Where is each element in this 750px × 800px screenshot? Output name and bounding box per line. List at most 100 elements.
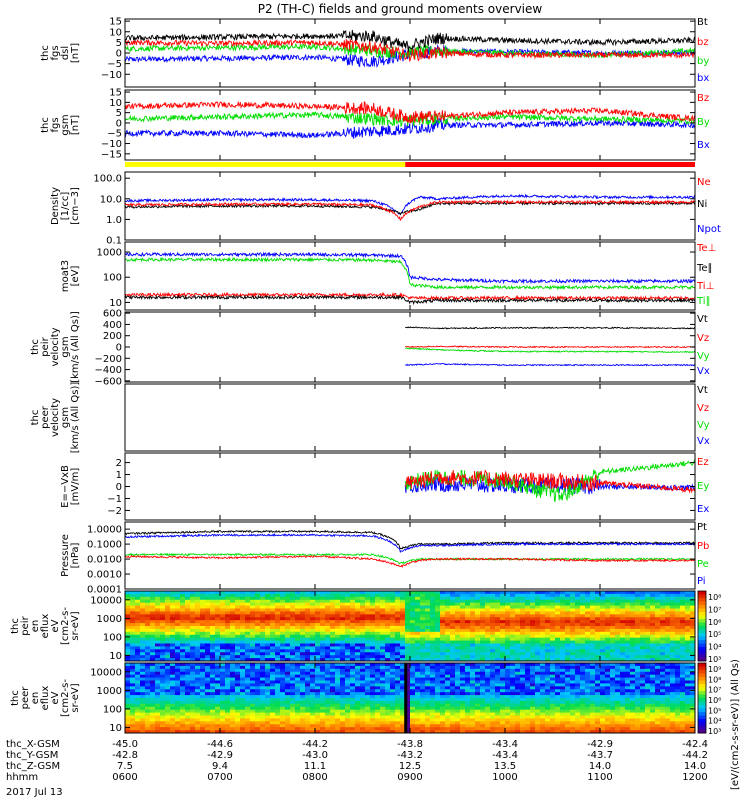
- spectrogram-cell: [270, 674, 276, 679]
- spectrogram-cell: [510, 623, 516, 627]
- spectrogram-cell: [510, 596, 516, 601]
- spectrogram-cell: [240, 712, 246, 717]
- spectrogram-cell: [350, 596, 356, 601]
- spectrogram-cell: [170, 599, 176, 604]
- spectrogram-cell: [195, 730, 201, 733]
- spectrogram-cell: [370, 628, 376, 633]
- spectrogram-cell: [450, 677, 456, 682]
- spectrogram-cell: [475, 703, 481, 708]
- spectrogram-cell: [210, 637, 216, 642]
- spectrogram-cell: [275, 663, 281, 667]
- spectrogram-cell: [535, 640, 541, 645]
- spectrogram-cell: [275, 724, 281, 728]
- spectrogram-cell: [225, 634, 231, 639]
- spectrogram-cell: [235, 649, 241, 653]
- spectrogram-cell: [475, 715, 481, 720]
- spectrogram-cell: [275, 646, 281, 650]
- spectrogram-cell: [415, 605, 421, 610]
- spectrogram-cell: [410, 698, 416, 702]
- spectrogram-cell: [435, 671, 441, 676]
- spectrogram-cell: [390, 593, 396, 598]
- series-efield-Ez: [404, 469, 695, 494]
- spectrogram-cell: [525, 655, 531, 659]
- spectrogram-cell: [195, 703, 201, 708]
- spectrogram-cell: [475, 727, 481, 731]
- spectrogram-cell: [465, 709, 471, 714]
- spectrogram-cell: [455, 698, 461, 702]
- spectrogram-cell: [645, 617, 651, 621]
- spectrogram-cell: [355, 646, 361, 650]
- spectrogram-cell: [465, 602, 471, 607]
- spectrogram-cell: [685, 599, 691, 604]
- spectrogram-cell: [320, 608, 326, 613]
- spectrogram-cell: [200, 637, 206, 642]
- spectrogram-cell: [140, 724, 146, 728]
- spectrogram-cell: [260, 692, 266, 696]
- spectrogram-cell: [190, 683, 196, 687]
- spectrogram-cell: [470, 680, 476, 685]
- spectrogram-cell: [130, 689, 136, 693]
- spectrogram-cell: [450, 671, 456, 676]
- spectrogram-cell: [275, 628, 281, 633]
- spectrogram-cell: [135, 623, 141, 627]
- spectrogram-cell: [540, 649, 546, 653]
- spectrogram-cell: [345, 658, 351, 661]
- spectrogram-cell: [215, 668, 221, 673]
- spectrogram-cell: [665, 593, 671, 598]
- spectrogram-cell: [325, 626, 331, 630]
- spectrogram-cell: [460, 655, 466, 659]
- spectrogram-cell: [250, 658, 256, 661]
- spectrogram-cell: [325, 689, 331, 693]
- spectrogram-cell: [635, 611, 641, 615]
- spectrogram-cell: [665, 605, 671, 610]
- colorbar-step: [698, 591, 706, 595]
- spectrogram-cell: [200, 706, 206, 711]
- spectrogram-cell: [180, 623, 186, 627]
- spectrogram-cell: [440, 724, 446, 728]
- y-tick-label: 0: [116, 49, 122, 60]
- spectrogram-cell: [245, 689, 251, 693]
- spectrogram-cell: [390, 695, 396, 699]
- spectrogram-cell: [555, 591, 561, 595]
- spectrogram-cell: [505, 677, 511, 682]
- spectrogram-cell: [500, 715, 506, 720]
- spectrogram-cell: [630, 593, 636, 598]
- spectrogram-cell: [165, 712, 171, 717]
- spectrogram-cell: [385, 674, 391, 679]
- spectrogram-cell: [535, 631, 541, 636]
- spectrogram-cell: [535, 655, 541, 659]
- spectrogram-cell: [600, 646, 606, 650]
- spectrogram-cell: [450, 643, 456, 648]
- spectrogram-cell: [405, 643, 411, 648]
- spectrogram-cell: [330, 683, 336, 687]
- spectrogram-cell: [380, 712, 386, 717]
- spectrogram-cell: [515, 611, 521, 615]
- spectrogram-cell: [465, 692, 471, 696]
- spectrogram-cell: [410, 689, 416, 693]
- spectrogram-cell: [230, 695, 236, 699]
- spectrogram-cell: [585, 596, 591, 601]
- y-tick-label: 10: [109, 27, 122, 38]
- spectrogram-cell: [170, 686, 176, 690]
- y-tick-label: 5: [116, 38, 122, 49]
- spectrogram-cell: [510, 700, 516, 705]
- spectrogram-cell: [465, 655, 471, 659]
- spectrogram-cell: [420, 599, 426, 604]
- spectrogram-cell: [385, 591, 391, 595]
- spectrogram-cell: [665, 620, 671, 624]
- spectrogram-cell: [420, 683, 426, 687]
- spectrogram-cell: [160, 649, 166, 653]
- spectrogram-cell: [175, 715, 181, 720]
- spectrogram-cell: [170, 643, 176, 648]
- spectrogram-cell: [670, 599, 676, 604]
- spectrogram-cell: [370, 620, 376, 624]
- spectrogram-cell: [335, 652, 341, 656]
- spectrogram-cell: [375, 698, 381, 702]
- spectrogram-cell: [205, 628, 211, 633]
- spectrogram-cell: [280, 640, 286, 645]
- spectrogram-cell: [650, 649, 656, 653]
- spectrogram-cell: [450, 617, 456, 621]
- spectrogram-cell: [170, 646, 176, 650]
- spectrogram-cell: [650, 643, 656, 648]
- spectrogram-cell: [645, 626, 651, 630]
